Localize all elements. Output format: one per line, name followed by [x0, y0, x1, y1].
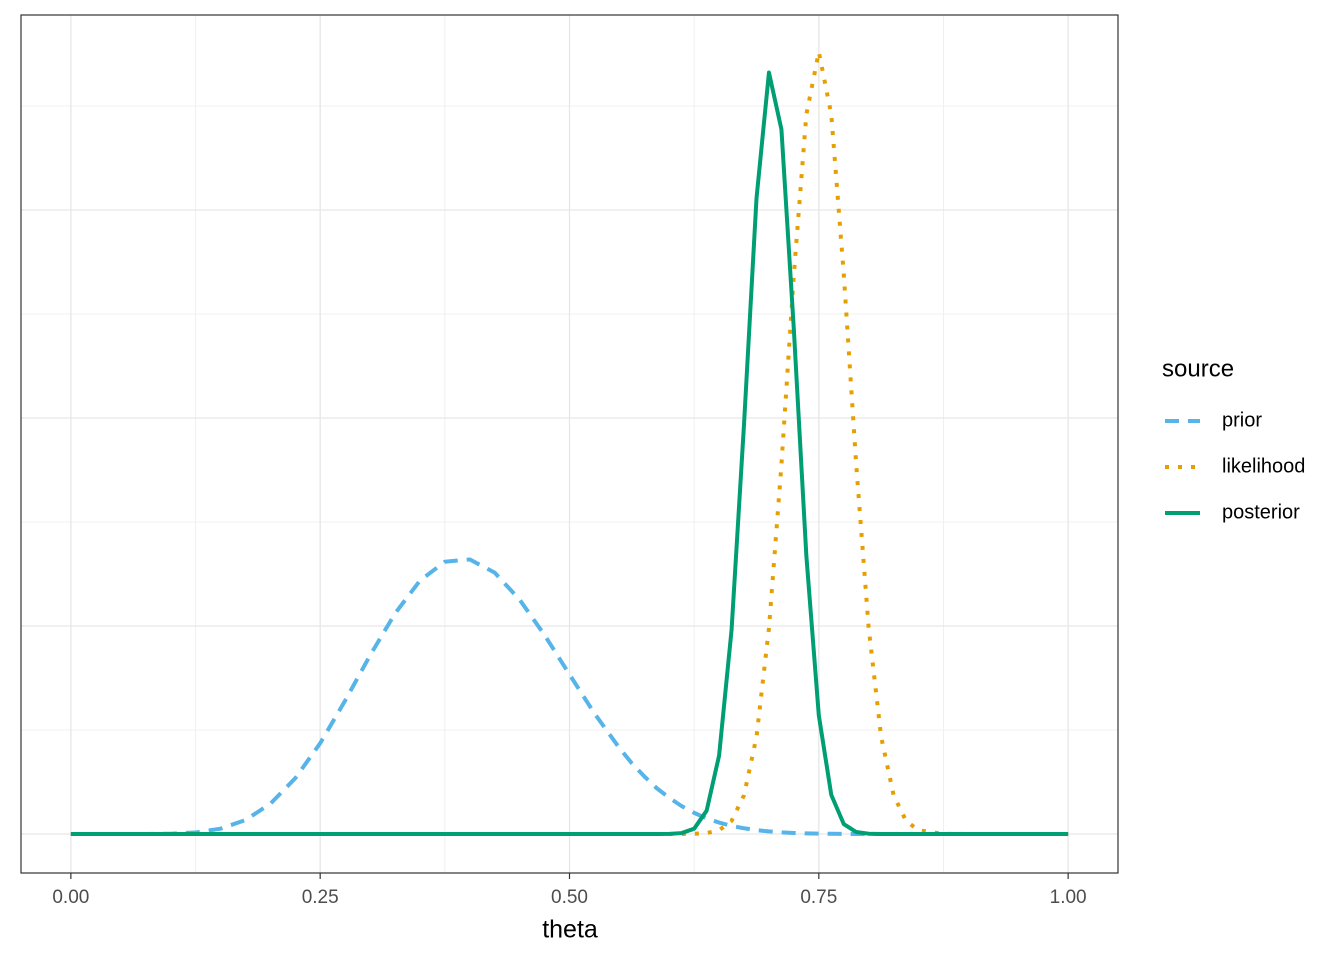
legend-label: likelihood [1222, 455, 1305, 477]
x-tick-label: 0.50 [551, 887, 588, 908]
x-tick-label: 0.25 [302, 887, 339, 908]
x-tick-label: 0.75 [800, 887, 837, 908]
legend-label: prior [1222, 409, 1262, 431]
series-line [70, 70, 1069, 836]
grid [21, 15, 1118, 873]
legend-title: source [1162, 355, 1234, 382]
x-axis-title: theta [542, 916, 598, 944]
legend-label: posterior [1222, 501, 1300, 523]
x-tick-label: 1.00 [1050, 887, 1087, 908]
lines [70, 49, 1069, 836]
x-tick-label: 0.00 [52, 887, 89, 908]
